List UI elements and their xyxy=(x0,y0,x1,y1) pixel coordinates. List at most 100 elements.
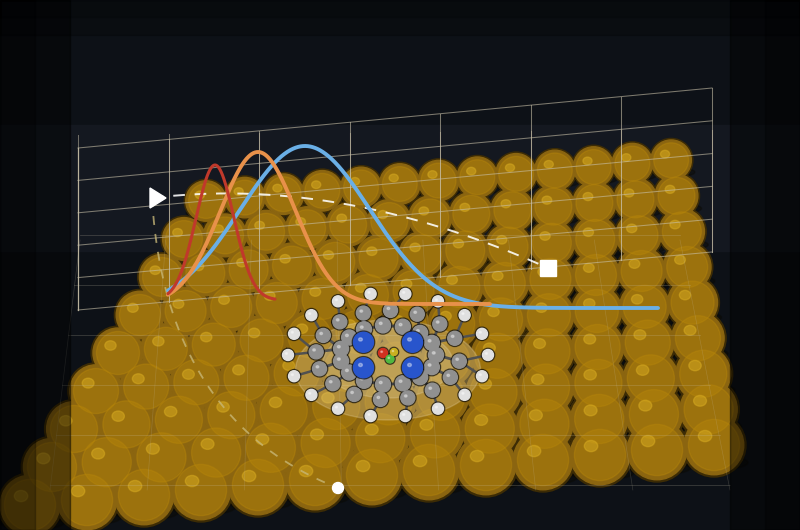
Circle shape xyxy=(256,282,298,323)
Circle shape xyxy=(103,401,150,448)
Circle shape xyxy=(621,251,662,292)
Circle shape xyxy=(189,183,223,218)
Circle shape xyxy=(346,449,398,501)
Circle shape xyxy=(573,182,616,224)
Circle shape xyxy=(191,428,241,477)
Ellipse shape xyxy=(322,393,334,403)
Ellipse shape xyxy=(286,236,332,246)
Circle shape xyxy=(366,198,412,244)
Ellipse shape xyxy=(245,239,291,250)
Circle shape xyxy=(133,429,190,486)
Ellipse shape xyxy=(335,407,338,408)
Ellipse shape xyxy=(321,378,377,391)
Circle shape xyxy=(124,364,169,409)
Circle shape xyxy=(428,298,478,349)
Ellipse shape xyxy=(584,334,596,344)
Ellipse shape xyxy=(535,178,578,187)
Circle shape xyxy=(344,170,378,205)
Circle shape xyxy=(331,402,345,416)
Ellipse shape xyxy=(482,292,533,303)
Circle shape xyxy=(240,319,283,362)
Bar xyxy=(0,135,800,140)
Ellipse shape xyxy=(626,224,637,233)
Circle shape xyxy=(161,216,207,262)
Circle shape xyxy=(282,348,294,361)
Ellipse shape xyxy=(105,341,116,350)
Circle shape xyxy=(70,365,122,417)
Ellipse shape xyxy=(689,360,702,370)
Bar xyxy=(0,210,800,216)
Circle shape xyxy=(289,328,299,339)
Ellipse shape xyxy=(679,290,690,300)
Circle shape xyxy=(442,228,488,273)
Circle shape xyxy=(402,332,422,352)
Circle shape xyxy=(186,181,226,221)
Circle shape xyxy=(202,213,248,259)
Ellipse shape xyxy=(661,151,670,158)
Circle shape xyxy=(618,280,671,334)
Circle shape xyxy=(82,438,131,487)
Circle shape xyxy=(288,315,331,358)
Circle shape xyxy=(573,216,618,262)
Circle shape xyxy=(341,364,358,381)
Ellipse shape xyxy=(680,419,742,433)
Ellipse shape xyxy=(368,228,414,239)
Ellipse shape xyxy=(309,416,368,429)
Ellipse shape xyxy=(428,171,437,178)
Circle shape xyxy=(403,444,454,496)
Ellipse shape xyxy=(162,319,213,331)
Circle shape xyxy=(332,314,348,330)
Ellipse shape xyxy=(225,205,269,215)
Ellipse shape xyxy=(336,319,339,321)
Circle shape xyxy=(616,213,661,258)
Circle shape xyxy=(305,173,340,208)
Ellipse shape xyxy=(420,419,433,430)
Circle shape xyxy=(517,358,575,417)
Circle shape xyxy=(688,419,740,471)
Circle shape xyxy=(571,356,626,410)
Circle shape xyxy=(372,391,389,408)
Circle shape xyxy=(574,429,626,481)
Bar xyxy=(0,0,800,35)
Circle shape xyxy=(576,184,613,222)
Ellipse shape xyxy=(285,490,349,505)
Bar xyxy=(0,90,800,95)
Ellipse shape xyxy=(208,315,259,327)
Ellipse shape xyxy=(486,352,487,355)
Ellipse shape xyxy=(299,465,313,476)
Circle shape xyxy=(0,475,60,530)
Circle shape xyxy=(354,332,374,352)
Ellipse shape xyxy=(338,346,340,348)
Circle shape xyxy=(46,402,102,456)
Bar xyxy=(765,0,800,530)
Ellipse shape xyxy=(327,232,373,242)
Circle shape xyxy=(453,196,490,232)
Circle shape xyxy=(22,436,82,498)
Circle shape xyxy=(119,295,161,335)
Ellipse shape xyxy=(370,374,427,386)
Ellipse shape xyxy=(356,461,370,472)
Circle shape xyxy=(186,254,225,293)
Circle shape xyxy=(370,202,408,240)
Circle shape xyxy=(248,214,285,250)
Ellipse shape xyxy=(242,471,256,482)
Circle shape xyxy=(315,327,331,343)
Circle shape xyxy=(667,278,718,328)
Bar xyxy=(0,180,800,186)
Ellipse shape xyxy=(655,204,702,214)
Circle shape xyxy=(58,470,117,530)
Ellipse shape xyxy=(14,490,28,501)
Ellipse shape xyxy=(634,330,646,340)
Circle shape xyxy=(490,187,535,233)
Circle shape xyxy=(432,302,474,345)
Circle shape xyxy=(625,418,689,482)
Ellipse shape xyxy=(228,496,292,510)
Circle shape xyxy=(421,163,456,198)
Circle shape xyxy=(534,150,575,191)
Ellipse shape xyxy=(435,407,438,408)
Ellipse shape xyxy=(501,200,510,208)
Circle shape xyxy=(305,308,318,322)
Circle shape xyxy=(666,276,719,330)
Circle shape xyxy=(511,428,575,492)
Circle shape xyxy=(202,386,261,445)
